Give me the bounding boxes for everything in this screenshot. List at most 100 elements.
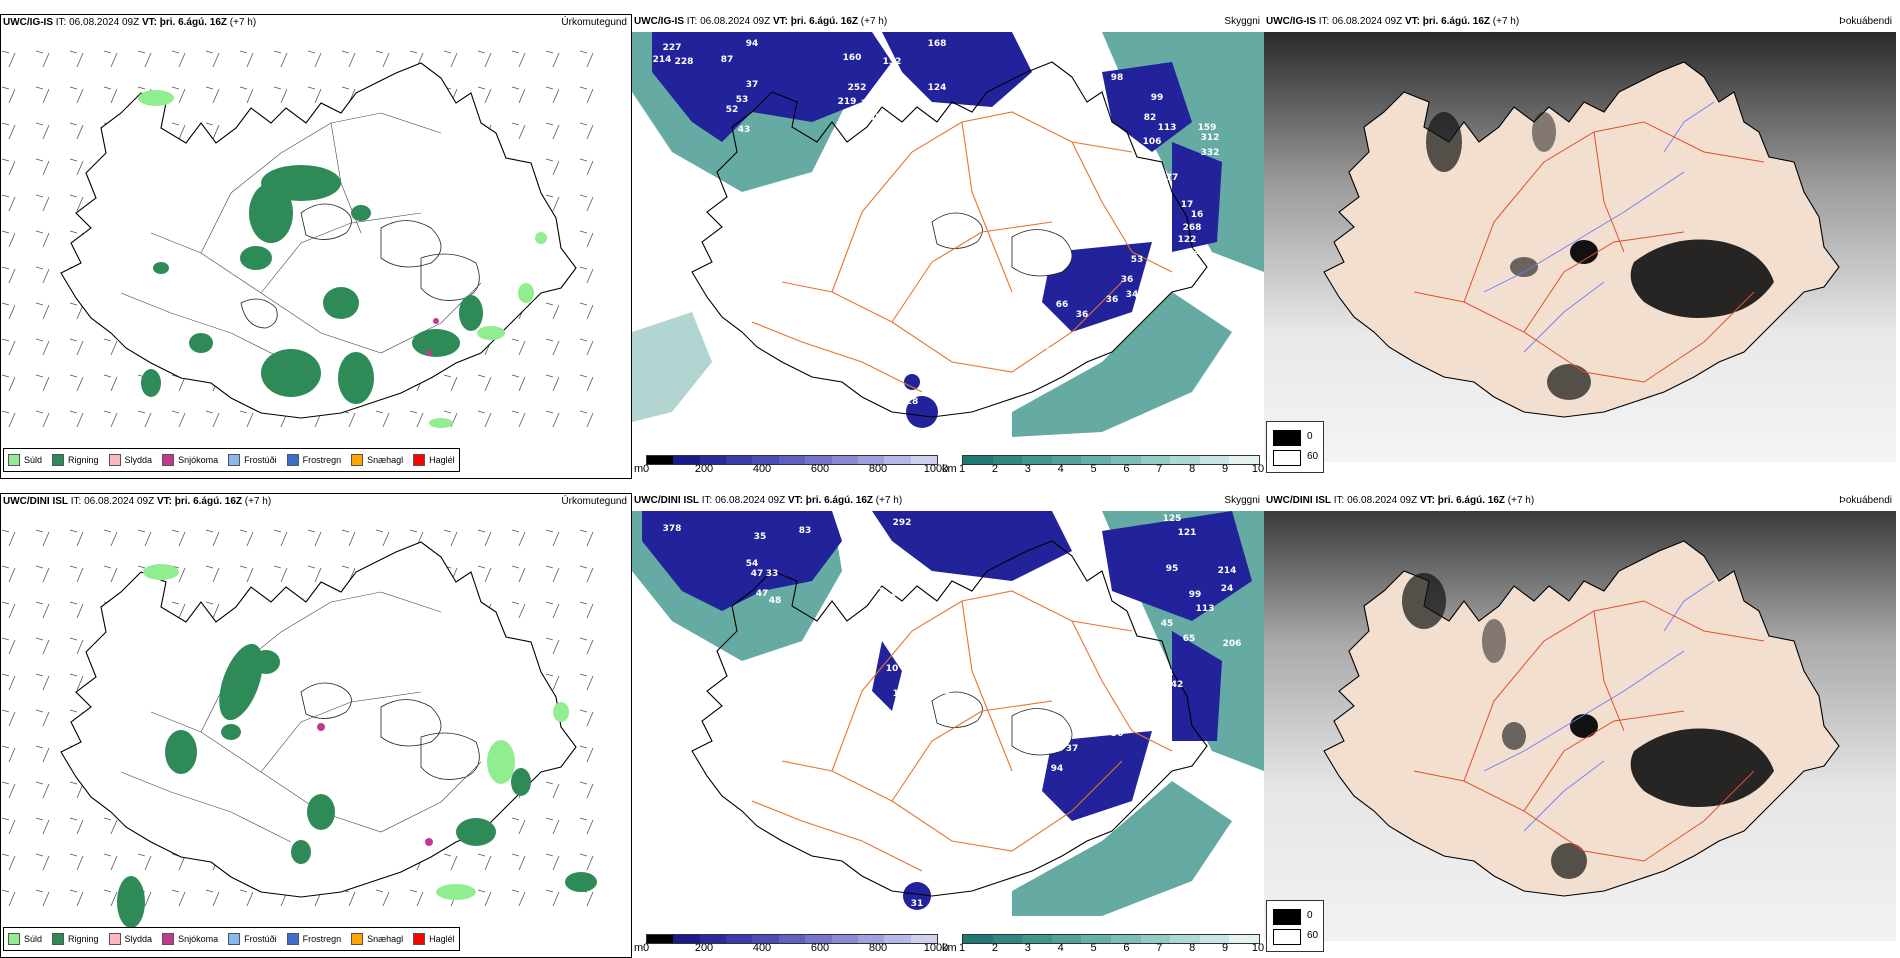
wind-barb bbox=[341, 889, 356, 907]
ceiling-value: 113 bbox=[1158, 123, 1177, 133]
colorbar-segment bbox=[673, 935, 700, 943]
wind-barb bbox=[307, 565, 322, 583]
it-label: IT: bbox=[1333, 495, 1345, 506]
legend-label: Frostúði bbox=[244, 455, 277, 465]
wind-barb bbox=[545, 781, 560, 799]
ceiling-value: 28 bbox=[906, 397, 919, 407]
colorbar-tick-label: 7 bbox=[1156, 463, 1163, 475]
colorbar-tick-label: 10 bbox=[1251, 942, 1264, 954]
wind-barb bbox=[35, 302, 50, 320]
colorbar-tick-label: 4 bbox=[1057, 463, 1064, 475]
ceiling-value: 34 bbox=[1126, 290, 1139, 300]
wind-barb bbox=[69, 853, 84, 871]
ceiling-value: 16 bbox=[1191, 210, 1204, 220]
vt-value: þri. 6.ágú. 16Z bbox=[1422, 16, 1490, 27]
ceiling-ticks: 0 200 400 600 800 1000 bbox=[643, 463, 948, 475]
ceiling-value: 31 bbox=[911, 899, 924, 909]
legend-item: Snæhagl bbox=[351, 454, 403, 466]
wind-barb bbox=[35, 709, 50, 727]
vt-value: þri. 6.ágú. 16Z bbox=[159, 17, 227, 28]
iceland-outline bbox=[691, 540, 1208, 897]
colorbar-segment bbox=[752, 456, 779, 464]
legend-swatch bbox=[228, 454, 241, 466]
wind-barb bbox=[579, 637, 594, 655]
ceiling-value: 98 bbox=[1111, 73, 1124, 83]
wind-barb bbox=[69, 50, 84, 68]
rain-areas bbox=[141, 165, 483, 404]
colorbar-segment bbox=[963, 935, 993, 943]
wind-barb bbox=[171, 529, 186, 547]
visibility-ticks: 1 2 3 4 5 6 7 8 9 10 bbox=[959, 942, 1264, 954]
ceiling-value: 52 bbox=[726, 105, 739, 115]
legend-item: Haglél bbox=[413, 933, 455, 945]
ceiling-value: 54 bbox=[746, 559, 759, 569]
model-name: UWC/IG-IS bbox=[634, 16, 684, 27]
legend-swatch bbox=[286, 933, 299, 945]
model-name: UWC/DINI ISL bbox=[3, 496, 68, 507]
colorbar-segment bbox=[647, 935, 674, 943]
colorbar-segment bbox=[857, 935, 885, 943]
wind-barb bbox=[341, 50, 356, 68]
legend-swatch bbox=[228, 933, 241, 945]
wind-barb bbox=[579, 50, 594, 68]
legend-item: Slydda bbox=[108, 454, 152, 466]
wind-barb bbox=[579, 158, 594, 176]
legend-swatch bbox=[52, 454, 65, 466]
wind-barb bbox=[35, 410, 50, 428]
lead-time: (+7 h) bbox=[1507, 495, 1535, 506]
ceiling-value: 252 bbox=[848, 83, 867, 93]
colorbar-tick-label: 200 bbox=[694, 942, 714, 954]
wind-barb bbox=[103, 529, 118, 547]
legend-label: Snjókoma bbox=[178, 455, 219, 465]
rivers bbox=[1483, 101, 1715, 353]
legend-label: Frostúði bbox=[244, 934, 277, 944]
wind-barb bbox=[171, 122, 186, 140]
colorbar-segment bbox=[910, 456, 937, 464]
legend-label: Snæhagl bbox=[367, 934, 404, 944]
wind-barb bbox=[409, 889, 424, 907]
snow-areas bbox=[317, 723, 433, 846]
forecast-row-dini-isl: UWC/DINI ISL IT: 06.08.2024 09Z VT: þri.… bbox=[0, 493, 1900, 958]
fog-legend-swatch bbox=[1273, 450, 1301, 466]
wind-barb bbox=[69, 781, 84, 799]
ceiling-colorbar-gradient bbox=[646, 455, 938, 465]
panel-title: Skyggni bbox=[1224, 495, 1260, 506]
colorbar-segment bbox=[647, 456, 674, 464]
wind-barb bbox=[103, 889, 118, 907]
wind-barb bbox=[35, 338, 50, 356]
panel-header: UWC/IG-IS IT: 06.08.2024 09Z VT: þri. 6.… bbox=[634, 16, 887, 27]
lead-time: (+7 h) bbox=[860, 16, 888, 27]
legend-item: Frostúði bbox=[228, 454, 277, 466]
colorbar-tick-label: 5 bbox=[1090, 463, 1097, 475]
wind-barb bbox=[239, 529, 254, 547]
low-cloud-areas bbox=[642, 511, 1252, 910]
colorbar-tick-label: 800 bbox=[868, 942, 888, 954]
legend-swatch bbox=[108, 454, 121, 466]
wind-barb bbox=[579, 338, 594, 356]
ceiling-colorbar: m 0 200 400 600 800 1000 bbox=[634, 932, 948, 954]
colorbar-segment bbox=[1110, 456, 1141, 464]
wind-barb bbox=[579, 889, 594, 907]
wind-barb bbox=[477, 853, 492, 871]
wind-barb bbox=[1, 637, 16, 655]
wind-barb bbox=[477, 410, 492, 428]
ceiling-unit: m bbox=[634, 942, 644, 954]
ceiling-value: 65 bbox=[1183, 634, 1196, 644]
wind-barb bbox=[205, 410, 220, 428]
it-value: 06.08.2024 09Z bbox=[84, 496, 155, 507]
iceland-outline bbox=[691, 61, 1208, 418]
ceiling-value: 94 bbox=[746, 39, 759, 49]
colorbar-tick-label: 10 bbox=[1251, 463, 1264, 475]
legend-swatch bbox=[162, 933, 175, 945]
wind-barb bbox=[35, 122, 50, 140]
wind-barb bbox=[579, 709, 594, 727]
legend-item: Haglél bbox=[413, 454, 455, 466]
wind-barb bbox=[69, 529, 84, 547]
wind-barb bbox=[545, 889, 560, 907]
wind-barb bbox=[511, 86, 526, 104]
vt-value: þri. 6.ágú. 16Z bbox=[1437, 495, 1505, 506]
legend-item: Snjókoma bbox=[162, 454, 218, 466]
wind-barb bbox=[205, 889, 220, 907]
legend-swatch bbox=[413, 454, 426, 466]
